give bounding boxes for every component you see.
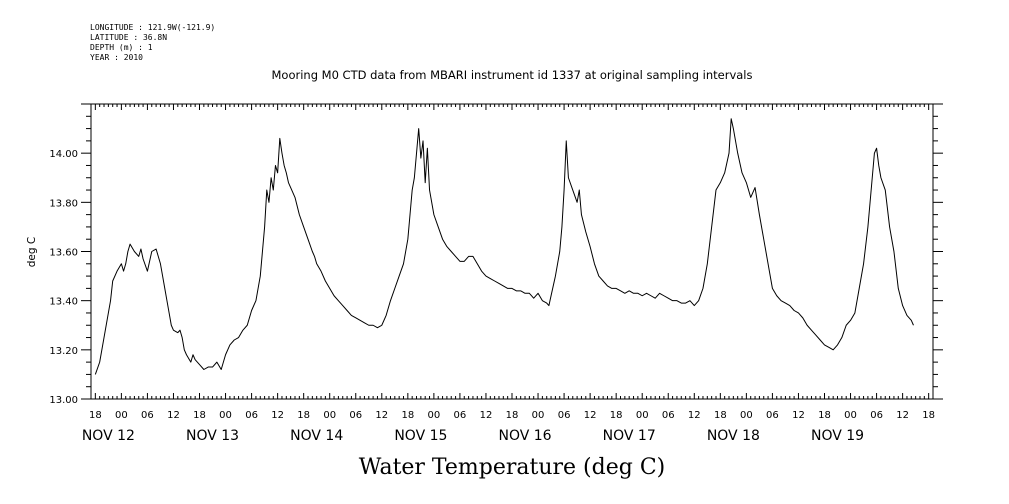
x-hour-label: 12 bbox=[480, 410, 493, 421]
y-tick-label: 13.00 bbox=[49, 395, 78, 406]
x-hour-label: 00 bbox=[844, 410, 857, 421]
series-line-water-temperature bbox=[94, 118, 914, 375]
x-hour-label: 12 bbox=[688, 410, 701, 421]
y-tick-label: 13.40 bbox=[49, 297, 78, 308]
axis-ticks bbox=[81, 103, 943, 400]
x-hour-label: 18 bbox=[714, 410, 727, 421]
x-hour-label: 12 bbox=[896, 410, 909, 421]
x-date-label: NOV 18 bbox=[707, 428, 760, 444]
y-tick-label: 14.00 bbox=[49, 149, 78, 160]
x-date-label: NOV 12 bbox=[82, 428, 135, 444]
x-hour-label: 00 bbox=[636, 410, 649, 421]
x-hour-label: 18 bbox=[297, 410, 310, 421]
header-year: YEAR : 2010 bbox=[90, 53, 143, 62]
x-hour-label: 00 bbox=[740, 410, 753, 421]
x-axis-label: Water Temperature (deg C) bbox=[359, 455, 666, 480]
x-date-label: NOV 19 bbox=[811, 428, 864, 444]
x-date-label: NOV 16 bbox=[498, 428, 551, 444]
x-hour-label: 18 bbox=[89, 410, 102, 421]
x-axis-date-labels: NOV 12 NOV 13 NOV 14 NOV 15 NOV 16 NOV 17 NOV … bbox=[82, 428, 864, 444]
x-hour-label: 06 bbox=[766, 410, 779, 421]
x-hour-label: 06 bbox=[558, 410, 571, 421]
x-hour-label: 00 bbox=[115, 410, 128, 421]
x-hour-label: 06 bbox=[141, 410, 154, 421]
x-hour-label: 00 bbox=[532, 410, 545, 421]
x-hour-label: 06 bbox=[662, 410, 675, 421]
x-hour-label: 06 bbox=[454, 410, 467, 421]
y-tick-label: 13.80 bbox=[49, 198, 78, 209]
x-hour-label: 12 bbox=[271, 410, 284, 421]
x-hour-label: 00 bbox=[219, 410, 232, 421]
x-date-label: NOV 14 bbox=[290, 428, 343, 444]
y-tick-label: 13.60 bbox=[49, 248, 78, 259]
x-date-label: NOV 13 bbox=[186, 428, 239, 444]
x-hour-label: 18 bbox=[506, 410, 519, 421]
x-hour-label: 18 bbox=[818, 410, 831, 421]
x-hour-label: 18 bbox=[922, 410, 935, 421]
x-hour-label: 00 bbox=[323, 410, 336, 421]
series-group bbox=[94, 118, 914, 375]
header-depth: DEPTH (m) : 1 bbox=[90, 43, 153, 52]
y-axis-label: deg C bbox=[26, 237, 38, 267]
x-date-label: NOV 15 bbox=[394, 428, 447, 444]
x-date-label: NOV 17 bbox=[603, 428, 656, 444]
x-hour-label: 12 bbox=[167, 410, 180, 421]
y-tick-label: 13.20 bbox=[49, 346, 78, 357]
x-hour-label: 12 bbox=[792, 410, 805, 421]
header-longitude: LONGITUDE : 121.9W(-121.9) bbox=[90, 23, 215, 32]
x-hour-label: 06 bbox=[870, 410, 883, 421]
x-hour-label: 18 bbox=[610, 410, 623, 421]
x-hour-label: 00 bbox=[428, 410, 441, 421]
x-hour-label: 18 bbox=[193, 410, 206, 421]
y-axis-tick-labels: 13.00 13.20 13.40 13.60 13.80 14.00 bbox=[49, 149, 78, 406]
header-latitude: LATITUDE : 36.8N bbox=[90, 33, 167, 42]
x-hour-label: 06 bbox=[349, 410, 362, 421]
x-hour-label: 18 bbox=[401, 410, 414, 421]
chart-title: Mooring M0 CTD data from MBARI instrumen… bbox=[272, 68, 753, 82]
plot-frame bbox=[90, 103, 934, 400]
x-hour-label: 12 bbox=[584, 410, 597, 421]
x-axis-hour-labels: 18 00 06 12 18 00 06 12 18 00 06 12 18 00 06 12 18 00 06 12… bbox=[89, 410, 935, 421]
x-hour-label: 12 bbox=[375, 410, 388, 421]
x-hour-label: 06 bbox=[245, 410, 258, 421]
header-info: LONGITUDE : 121.9W(-121.9) LATITUDE : 36… bbox=[90, 23, 215, 62]
